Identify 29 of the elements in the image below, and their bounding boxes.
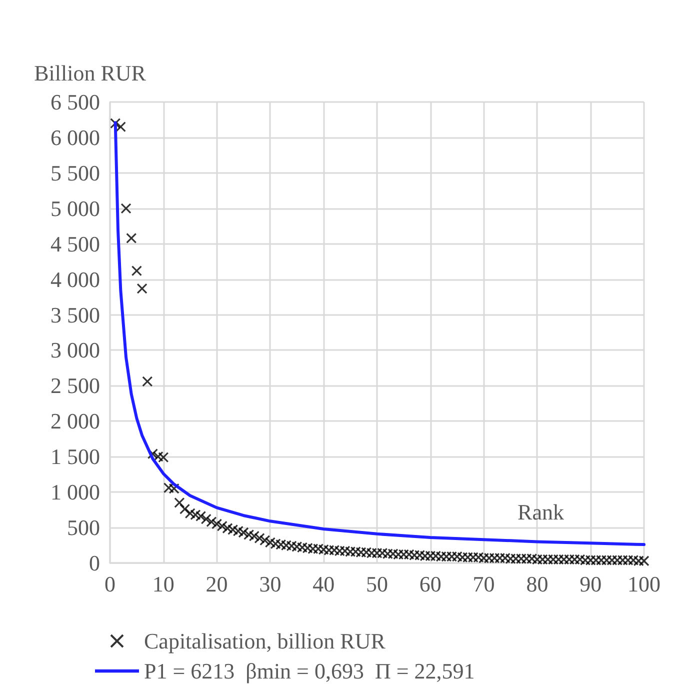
x-tick-label: 40 <box>312 572 335 596</box>
x-tick-label: 30 <box>259 572 282 596</box>
y-tick-label: 6 000 <box>50 124 100 150</box>
x-tick-label: 80 <box>526 572 548 596</box>
x-axis-title: Rank <box>518 500 564 524</box>
y-tick-label: 2 500 <box>50 373 100 398</box>
y-tick-label: 6 500 <box>50 90 100 114</box>
x-tick-label: 70 <box>472 572 495 596</box>
y-axis-title: Billion RUR <box>34 60 146 86</box>
y-tick-label: 5 500 <box>50 160 100 186</box>
x-tick-label: 0 <box>104 572 116 596</box>
y-tick-label: 3 500 <box>50 302 100 328</box>
x-tick-label: 10 <box>152 572 174 596</box>
y-tick-label: 0 <box>89 550 100 576</box>
x-tick-label: 60 <box>419 572 442 596</box>
y-tick-label: 4 500 <box>50 231 100 256</box>
x-tick-label: 100 <box>628 572 660 596</box>
y-tick-label: 2 000 <box>50 408 100 434</box>
legend-label: P1 = 6213 βmin = 0,693 Π = 22,591 <box>144 658 475 684</box>
x-tick-label: 90 <box>580 572 602 596</box>
y-tick-label: 5 000 <box>50 196 100 221</box>
y-tick-label: 4 000 <box>50 266 100 292</box>
y-tick-label: 1 000 <box>50 480 100 505</box>
y-tick-label: 500 <box>67 515 100 540</box>
y-tick-label: 3 000 <box>50 338 100 363</box>
y-tick-label: 1 500 <box>50 444 100 470</box>
x-tick-label: 50 <box>366 572 388 596</box>
x-tick-label: 20 <box>206 572 228 596</box>
legend-label: Capitalisation, billion RUR <box>144 628 386 654</box>
